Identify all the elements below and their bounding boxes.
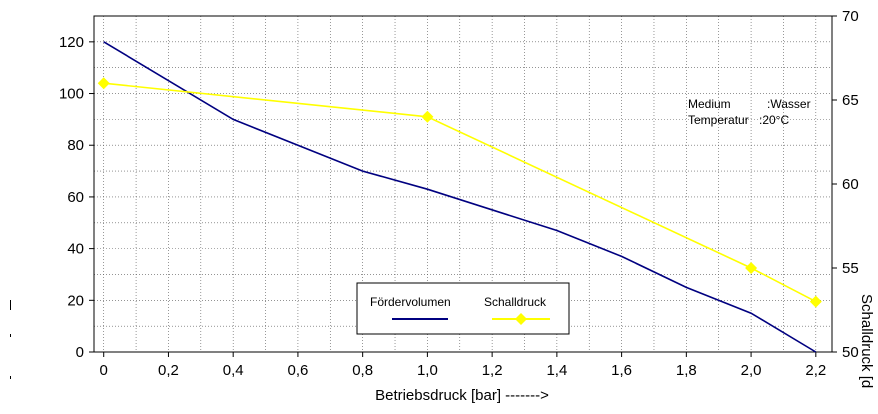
y-tick-label: 20: [67, 292, 84, 309]
legend-box: [356, 282, 570, 335]
x-tick-label: 1,2: [482, 362, 503, 379]
y-tick-label: 0: [76, 344, 84, 361]
y-tick-label: 120: [59, 34, 84, 51]
x-tick-label: 1,6: [611, 362, 632, 379]
data-point-schalldruck: [97, 77, 110, 90]
x-tick-label: 0,4: [223, 362, 244, 379]
y-tick-label: 60: [67, 189, 84, 206]
legend: Fördervolumen Schalldruck: [356, 282, 570, 335]
annotation-medium-label: Medium: [688, 97, 731, 111]
y2-tick-label: 60: [842, 176, 859, 193]
x-tick-label: 0,8: [352, 362, 373, 379]
annotation-temperature-label: Temperatur: [688, 113, 749, 127]
y-tick-label: 100: [59, 86, 84, 103]
legend-label-schalldruck: Schalldruck: [484, 295, 547, 309]
x-tick-label: 1,4: [546, 362, 567, 379]
x-tick-label: 0,2: [158, 362, 179, 379]
y-axis-right: 50 55 60 65 70: [832, 8, 859, 361]
annotation-medium-value: :Wasser: [767, 97, 811, 111]
y2-axis-label: Schalldruck [d: [858, 294, 875, 388]
y2-tick-label: 55: [842, 260, 859, 277]
x-tick-label: 1,0: [417, 362, 438, 379]
left-artifacts: [10, 300, 11, 379]
x-tick-label: 0: [100, 362, 108, 379]
y2-tick-label: 50: [842, 344, 859, 361]
x-tick-label: 1,8: [676, 362, 697, 379]
legend-marker-schalldruck: [515, 313, 527, 325]
series-layer: [97, 41, 822, 353]
x-axis-label: Betriebsdruck [bar] ------->: [375, 387, 549, 404]
artifact-mark: [10, 300, 11, 310]
annotation-box: Medium :Wasser Temperatur :20°C: [688, 97, 811, 127]
y-tick-label: 40: [67, 241, 84, 258]
x-axis: 0 0,2 0,4 0,6 0,8 1,0 1,2 1,4 1,6 1,8 2,0 2,2: [100, 352, 826, 379]
annotation-temperature-value: :20°C: [759, 113, 789, 127]
data-point-schalldruck: [809, 295, 822, 308]
artifact-mark: [10, 334, 11, 337]
y-tick-label: 80: [67, 137, 84, 154]
x-tick-label: 2,0: [741, 362, 762, 379]
x-tick-label: 2,2: [805, 362, 826, 379]
series-line-foerdervolumen: [103, 41, 817, 353]
data-point-schalldruck: [421, 110, 434, 123]
legend-label-foerdervolumen: Fördervolumen: [370, 295, 451, 309]
data-point-schalldruck: [745, 262, 758, 274]
y-axis-left: 0 20 40 60 80 100 120: [59, 34, 94, 361]
y2-tick-label: 70: [842, 8, 859, 25]
series-line-schalldruck: [103, 82, 817, 303]
y2-tick-label: 65: [842, 92, 859, 109]
x-tick-label: 0,6: [287, 362, 308, 379]
artifact-mark: [10, 376, 11, 379]
